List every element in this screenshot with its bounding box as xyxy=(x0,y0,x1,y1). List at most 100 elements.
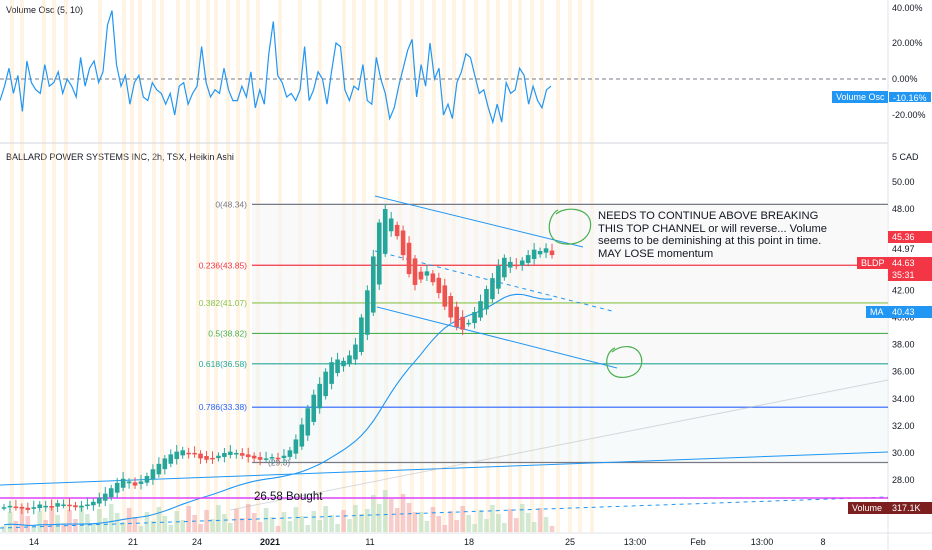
volume-bar xyxy=(257,522,263,532)
volume-bar xyxy=(323,506,328,532)
time-axis-label: Feb xyxy=(690,537,706,547)
candle-body xyxy=(382,209,388,254)
volume-bar xyxy=(424,521,430,532)
volume-bar xyxy=(245,504,251,532)
volume-bar xyxy=(353,505,358,532)
price-badge: 44.63 xyxy=(888,257,932,269)
price-badge: 44.97 xyxy=(888,243,932,255)
volume-bar xyxy=(412,512,418,532)
volume-bar xyxy=(371,495,376,532)
volume-bar xyxy=(311,511,317,532)
candle-body xyxy=(365,290,370,335)
bought-label[interactable]: 26.58 Bought xyxy=(254,491,323,503)
volume-bar xyxy=(239,518,245,532)
volume-bar xyxy=(508,509,513,532)
candle-body xyxy=(299,424,305,447)
volume-bar xyxy=(394,508,400,532)
session-stripe xyxy=(138,0,142,533)
fib-level-label: (29.3) xyxy=(268,457,290,467)
chart-title[interactable]: BALLARD POWER SYSTEMS INC, 2h, TSX, Heik… xyxy=(6,152,234,162)
volume-bar xyxy=(442,525,448,532)
candle-body xyxy=(460,316,465,330)
candle-body xyxy=(388,218,394,232)
time-axis-label: 24 xyxy=(192,537,202,547)
volume-bar xyxy=(37,511,43,532)
volume-bar xyxy=(359,514,364,532)
volume-bar xyxy=(531,522,537,532)
candle-body xyxy=(192,452,197,455)
time-axis-label: 11 xyxy=(365,537,374,547)
volume-bar xyxy=(25,516,31,532)
candle-body xyxy=(484,288,489,310)
session-stripe xyxy=(122,0,126,533)
price-scale-label: 38.00 xyxy=(892,340,915,350)
price-scale-label: 36.00 xyxy=(892,367,915,377)
candle-body xyxy=(275,457,281,460)
candle-body xyxy=(466,322,471,325)
volume-bar xyxy=(85,514,90,532)
volume-bar xyxy=(275,526,281,532)
candle-body xyxy=(406,242,412,275)
candle-body xyxy=(204,456,209,460)
osc-scale-label: 0.00% xyxy=(892,74,918,84)
candle-body xyxy=(7,505,13,508)
session-stripe xyxy=(236,0,240,533)
candle-body xyxy=(353,344,358,360)
volume-bar xyxy=(168,525,174,532)
oscillator-title[interactable]: Volume Osc (5, 10) xyxy=(6,5,84,15)
candle-body xyxy=(251,455,257,459)
candle-body xyxy=(180,450,185,456)
volume-bar xyxy=(466,515,471,532)
fib-level-label: 0.618(36.58) xyxy=(199,359,247,369)
time-axis-label: 13:00 xyxy=(751,537,774,547)
volume-bar xyxy=(49,506,54,532)
volume-bar xyxy=(454,520,459,532)
volume-bar xyxy=(490,505,495,532)
candle-body xyxy=(31,507,37,509)
price-scale-label: 34.00 xyxy=(892,394,915,404)
candle-body xyxy=(174,451,180,460)
volume-bar xyxy=(192,515,197,532)
fib-level-label: 0(48.34) xyxy=(215,199,247,209)
session-stripe xyxy=(98,0,102,533)
volume-bar xyxy=(180,520,185,532)
volume-bar xyxy=(472,524,477,532)
candle-body xyxy=(25,507,31,510)
candle-body xyxy=(186,452,191,455)
candle-body xyxy=(73,505,78,508)
volume-label-badge: Volume xyxy=(848,502,888,514)
volume-bar xyxy=(448,511,454,532)
marker-circle-top xyxy=(548,208,592,245)
candle-body xyxy=(61,504,66,507)
volume-bar xyxy=(19,507,25,532)
candle-body xyxy=(198,453,203,459)
candle-body xyxy=(341,360,346,367)
time-axis-label: 18 xyxy=(464,537,474,547)
candle-body xyxy=(257,457,263,460)
candle-body xyxy=(400,230,406,256)
candle-body xyxy=(138,481,144,484)
price-scale-label: 32.00 xyxy=(892,421,915,431)
candle-body xyxy=(49,506,54,508)
volume-bar xyxy=(186,506,191,532)
fib-zone xyxy=(252,203,888,363)
candle-body xyxy=(120,478,126,488)
volume-bar xyxy=(305,525,311,532)
volume-bar xyxy=(210,519,215,532)
heikin-ashi-candles xyxy=(1,203,555,515)
candle-body xyxy=(234,453,239,455)
volume-bar xyxy=(388,499,394,532)
candle-body xyxy=(222,453,227,457)
analysis-note[interactable]: NEEDS TO CONTINUE ABOVE BREAKING THIS TO… xyxy=(598,210,827,260)
fib-level-label: 0.236(43.85) xyxy=(199,260,247,270)
price-scale-label: 50.00 xyxy=(892,177,915,187)
candle-body xyxy=(263,458,269,460)
candle-body xyxy=(472,312,477,324)
volume-bar xyxy=(549,526,555,532)
candle-body xyxy=(525,255,531,263)
volume-bar xyxy=(251,513,257,532)
candle-body xyxy=(13,506,19,509)
session-stripe xyxy=(160,0,164,533)
